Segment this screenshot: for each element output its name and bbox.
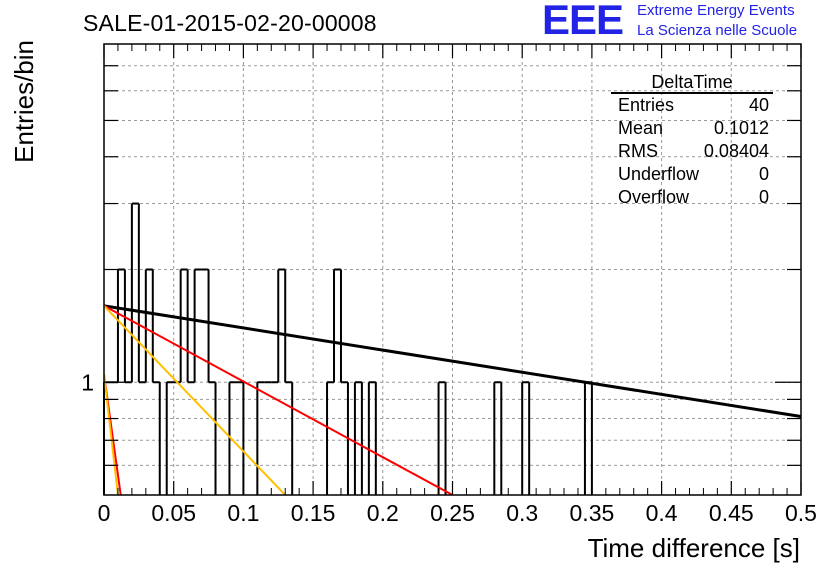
x-tick-label: 0 — [98, 500, 111, 526]
stats-box: DeltaTime Entries 40 Mean 0.1012 RMS 0.0… — [611, 72, 773, 209]
x-axis-label: Time difference [s] — [588, 533, 800, 563]
x-tick-label: 0.25 — [430, 500, 475, 526]
axis-ticks — [103, 44, 802, 495]
run-title: SALE-01-2015-02-20-00008 — [83, 10, 377, 36]
stats-row-rms: RMS 0.08404 — [611, 140, 773, 163]
grid — [103, 44, 802, 495]
x-tick-label: 0.4 — [646, 500, 678, 526]
stats-value: 40 — [748, 95, 769, 115]
stats-title: DeltaTime — [611, 72, 773, 94]
y-tick-labels: 1 — [81, 369, 94, 395]
logo-tagline-2: La Scienza nelle Scuole — [637, 22, 798, 39]
x-tick-label: 0.45 — [709, 500, 754, 526]
fit-line — [104, 304, 801, 419]
stats-label: RMS — [618, 141, 658, 161]
y-tick-label: 1 — [81, 369, 94, 395]
stats-label: Overflow — [618, 187, 690, 207]
stats-value: 0.08404 — [703, 141, 769, 161]
fit-line — [104, 304, 453, 495]
x-tick-label: 0.2 — [367, 500, 399, 526]
stats-row-underflow: Underflow 0 — [611, 163, 773, 186]
stats-label: Underflow — [618, 164, 700, 184]
stats-row-entries: Entries 40 — [611, 94, 773, 117]
x-tick-label: 0.35 — [570, 500, 615, 526]
stats-row-mean: Mean 0.1012 — [611, 117, 773, 140]
logo-mark: EEE — [542, 0, 624, 43]
stats-value: 0 — [758, 187, 769, 207]
x-tick-label: 0.1 — [227, 500, 259, 526]
histogram — [103, 202, 593, 495]
x-tick-label: 0.5 — [785, 500, 817, 526]
fit-line — [104, 374, 119, 495]
x-tick-labels: 0 0.05 0.1 0.15 0.2 0.25 0.3 0.35 0.4 0.45 0.5 — [98, 500, 817, 526]
fit-lines — [104, 304, 801, 495]
x-tick-label: 0.15 — [291, 500, 336, 526]
x-tick-label: 0.05 — [151, 500, 196, 526]
stats-value: 0.1012 — [713, 118, 769, 138]
stats-value: 0 — [758, 164, 769, 184]
logo-tagline-1: Extreme Energy Events — [637, 2, 795, 19]
stats-row-overflow: Overflow 0 — [611, 186, 773, 209]
stats-label: Entries — [618, 95, 675, 115]
fit-line — [104, 305, 286, 495]
x-tick-label: 0.3 — [506, 500, 538, 526]
stats-label: Mean — [618, 118, 664, 138]
y-axis-label: Entries/bin — [9, 40, 39, 163]
